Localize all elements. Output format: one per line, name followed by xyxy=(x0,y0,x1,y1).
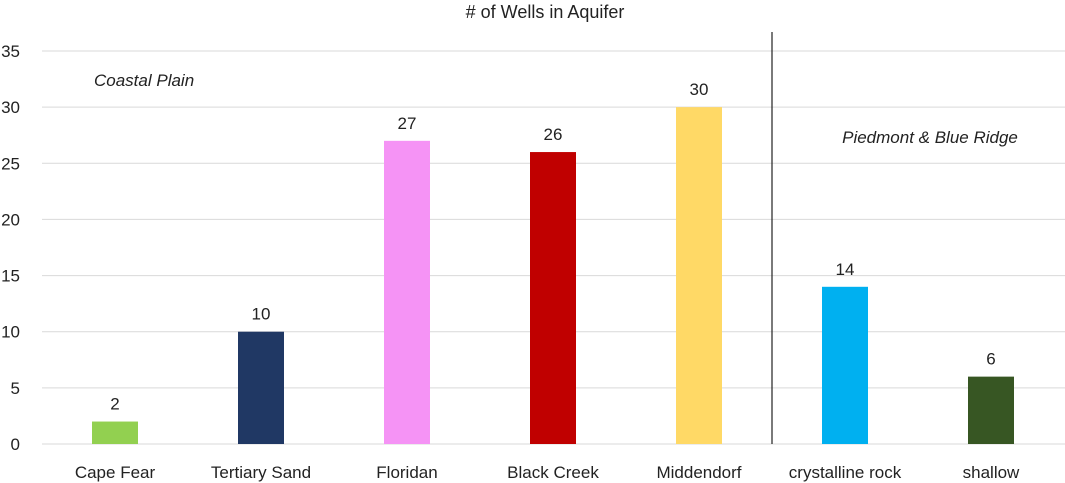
category-labels: Cape Fear Tertiary Sand Floridan Black Cree… xyxy=(75,463,1020,482)
y-tick-label: 0 xyxy=(11,435,20,454)
bar-tertiary-sand xyxy=(238,331,284,444)
bar-middendorf xyxy=(676,107,722,445)
category-label: Black Creek xyxy=(507,463,599,482)
category-label: Middendorf xyxy=(656,463,741,482)
y-axis-ticks: 0 5 10 15 20 25 30 35 xyxy=(1,42,20,454)
region-annotation: Coastal Plain xyxy=(94,71,194,90)
data-label: 26 xyxy=(544,125,563,144)
category-label: Tertiary Sand xyxy=(211,463,311,482)
y-tick-label: 20 xyxy=(1,210,20,229)
y-tick-label: 30 xyxy=(1,98,20,117)
chart-title: # of Wells in Aquifer xyxy=(466,2,625,22)
data-label: 14 xyxy=(836,260,855,279)
bar-shallow xyxy=(968,376,1014,444)
bars xyxy=(92,107,1014,445)
data-label: 2 xyxy=(110,395,119,414)
bar-floridan xyxy=(384,140,430,445)
y-tick-label: 10 xyxy=(1,323,20,342)
category-label: shallow xyxy=(963,463,1020,482)
data-label: 6 xyxy=(986,350,995,369)
y-tick-label: 35 xyxy=(1,42,20,61)
bar-black-creek xyxy=(530,152,576,445)
bar-crystalline-rock xyxy=(822,286,868,444)
data-label: 27 xyxy=(398,114,417,133)
data-label: 10 xyxy=(252,305,271,324)
region-annotation: Piedmont & Blue Ridge xyxy=(842,128,1018,147)
region-annotations: Coastal Plain Piedmont & Blue Ridge xyxy=(94,32,1018,444)
bar-cape-fear xyxy=(92,421,138,444)
y-tick-label: 25 xyxy=(1,154,20,173)
category-label: Cape Fear xyxy=(75,463,156,482)
category-label: Floridan xyxy=(376,463,437,482)
y-tick-label: 15 xyxy=(1,267,20,286)
data-labels: 2 10 27 26 30 14 6 xyxy=(110,80,995,413)
y-tick-label: 5 xyxy=(11,379,20,398)
category-label: crystalline rock xyxy=(789,463,902,482)
data-label: 30 xyxy=(690,80,709,99)
